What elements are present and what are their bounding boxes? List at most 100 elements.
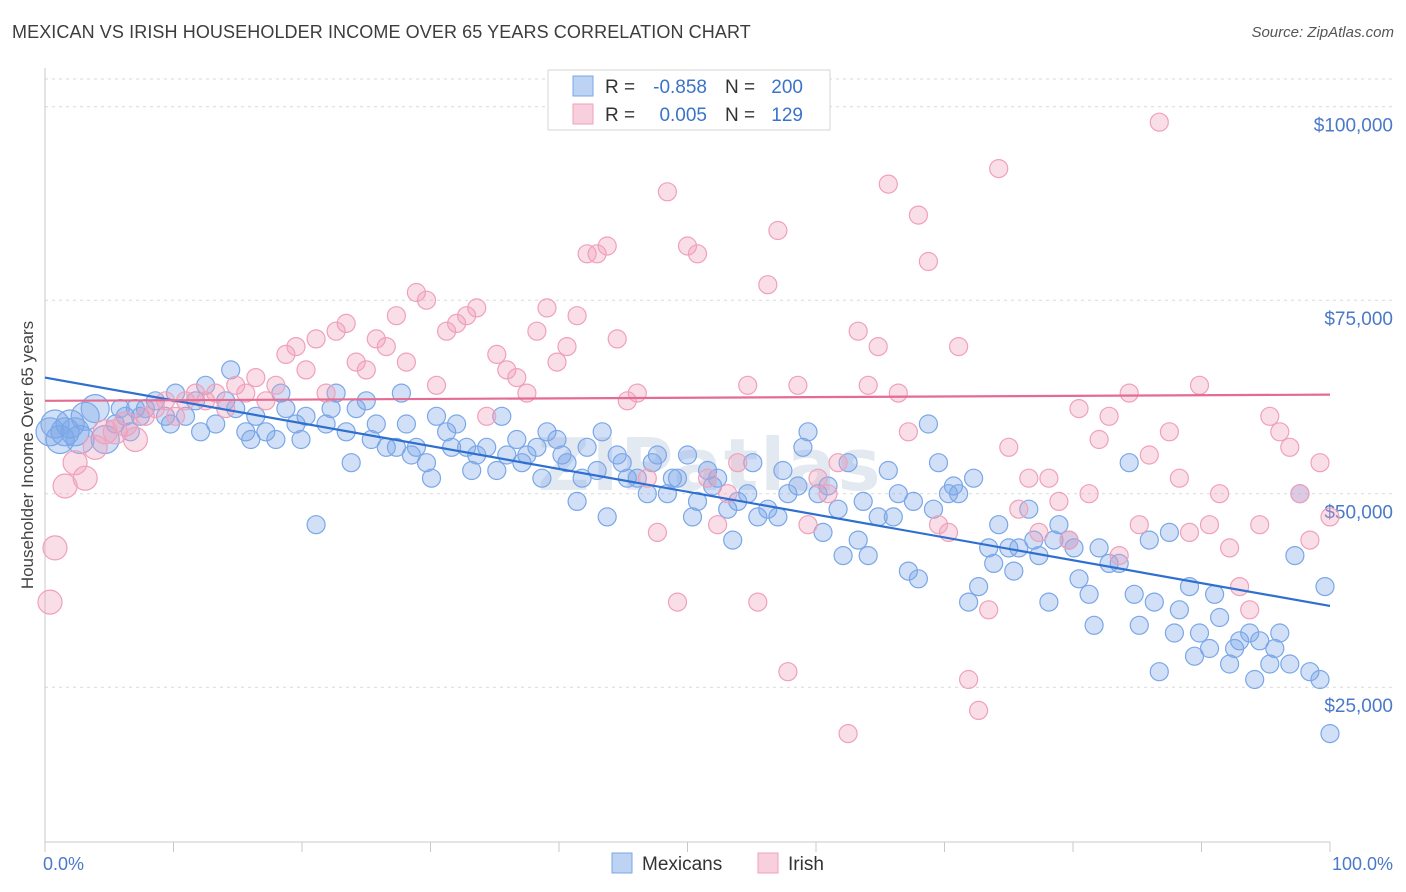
mexicans-point xyxy=(421,468,442,488)
mexicans-point xyxy=(923,499,944,519)
mexicans-point xyxy=(507,429,527,450)
mexicans-point xyxy=(65,424,95,455)
irish-point xyxy=(547,352,567,372)
mexicans-point xyxy=(276,399,296,419)
irish-point xyxy=(657,182,678,202)
mexicans-point xyxy=(707,468,728,488)
mexicans-point xyxy=(848,530,868,550)
mexicans-point xyxy=(808,484,828,504)
irish-point xyxy=(1169,468,1190,488)
irish-point xyxy=(246,368,266,388)
irish-point xyxy=(1260,406,1280,426)
irish-point xyxy=(42,535,68,561)
mexicans-point xyxy=(1229,631,1250,651)
irish-point xyxy=(667,592,688,612)
irish-point xyxy=(637,468,657,488)
mexicans-point xyxy=(858,545,878,566)
mexicans-point xyxy=(1039,592,1059,612)
irish-point xyxy=(1320,507,1340,527)
mexicans-point xyxy=(1044,530,1064,550)
mexicans-point xyxy=(773,460,793,481)
irish-point xyxy=(1310,453,1330,473)
mexicans-point xyxy=(577,437,597,457)
mexicans-point xyxy=(1149,662,1169,682)
mexicans-point xyxy=(567,491,587,511)
mexicans-point xyxy=(838,453,858,473)
irish-point xyxy=(52,473,78,499)
irish-point xyxy=(206,383,226,403)
irish-point xyxy=(1149,112,1169,132)
irish-point xyxy=(808,468,828,488)
mexicans-point xyxy=(968,576,989,597)
irish-point xyxy=(37,589,63,615)
irish-point xyxy=(527,321,547,341)
mexicans-point xyxy=(1084,615,1104,635)
irish-point xyxy=(888,383,908,403)
mexicans-point xyxy=(256,422,276,442)
mexicans-point xyxy=(306,515,326,535)
mexicans-point xyxy=(60,417,90,447)
mexicans-point xyxy=(793,437,813,457)
irish-point xyxy=(858,375,878,395)
irish-point xyxy=(1009,499,1029,519)
mexicans-point xyxy=(221,360,241,380)
irish-point xyxy=(788,375,808,395)
irish-point xyxy=(1199,515,1220,535)
mexicans-point xyxy=(1069,569,1089,589)
mexicans-point xyxy=(888,484,908,504)
irish-point xyxy=(72,465,98,491)
mexicans-point xyxy=(45,424,75,455)
mexicans-point xyxy=(1260,654,1280,674)
mexicans-point xyxy=(908,569,929,589)
mexicans-point xyxy=(1270,623,1290,643)
irish-point xyxy=(537,298,557,318)
irish-point xyxy=(1139,445,1159,465)
irish-point xyxy=(236,383,256,403)
irish-point xyxy=(818,484,838,504)
irish-point xyxy=(1229,576,1250,597)
mexicans-point xyxy=(462,460,482,481)
mexicans-point xyxy=(547,429,567,450)
irish-point xyxy=(728,453,748,473)
mexicans-point xyxy=(1089,538,1109,558)
mexicans-point xyxy=(1124,584,1144,604)
irish-point xyxy=(798,515,818,535)
y-tick-label: $25,000 xyxy=(1324,696,1393,717)
mexicans-point xyxy=(492,406,512,426)
mexicans-point xyxy=(1079,584,1099,604)
irish-point xyxy=(587,244,607,264)
y-tick-label: $75,000 xyxy=(1324,309,1393,330)
mexicans-point xyxy=(813,522,833,543)
irish-point xyxy=(1159,422,1180,442)
mexicans-point xyxy=(40,409,70,439)
mexicans-point xyxy=(206,414,226,434)
irish-point xyxy=(487,344,507,364)
mexicans-point xyxy=(80,394,110,424)
mexicans-point xyxy=(1245,669,1265,690)
irish-point xyxy=(1029,522,1049,543)
mexicans-point xyxy=(557,453,577,473)
irish-point xyxy=(607,329,627,349)
mexicans-point xyxy=(1019,499,1039,519)
mexicans-point xyxy=(1139,530,1159,550)
mexicans-point xyxy=(948,484,969,504)
irish-point xyxy=(838,723,858,744)
irish-point xyxy=(979,600,999,620)
mexicans-point xyxy=(1240,623,1260,643)
chart-title: MEXICAN VS IRISH HOUSEHOLDER INCOME OVER… xyxy=(12,22,751,42)
mexicans-point xyxy=(426,406,447,426)
irish-point xyxy=(758,275,778,295)
stats-legend-r-label: R = xyxy=(605,77,635,98)
irish-point xyxy=(1099,406,1119,426)
mexicans-point xyxy=(406,437,426,457)
irish-point xyxy=(1059,530,1079,550)
mexicans-point xyxy=(833,545,853,566)
irish-point xyxy=(376,337,396,357)
y-axis-label: Householder Income Over 65 years xyxy=(18,321,37,589)
mexicans-point xyxy=(391,383,411,403)
mexicans-point xyxy=(612,453,632,473)
mexicans-point xyxy=(963,468,984,488)
stats-legend-swatch xyxy=(572,75,594,97)
mexicans-point xyxy=(898,561,919,581)
